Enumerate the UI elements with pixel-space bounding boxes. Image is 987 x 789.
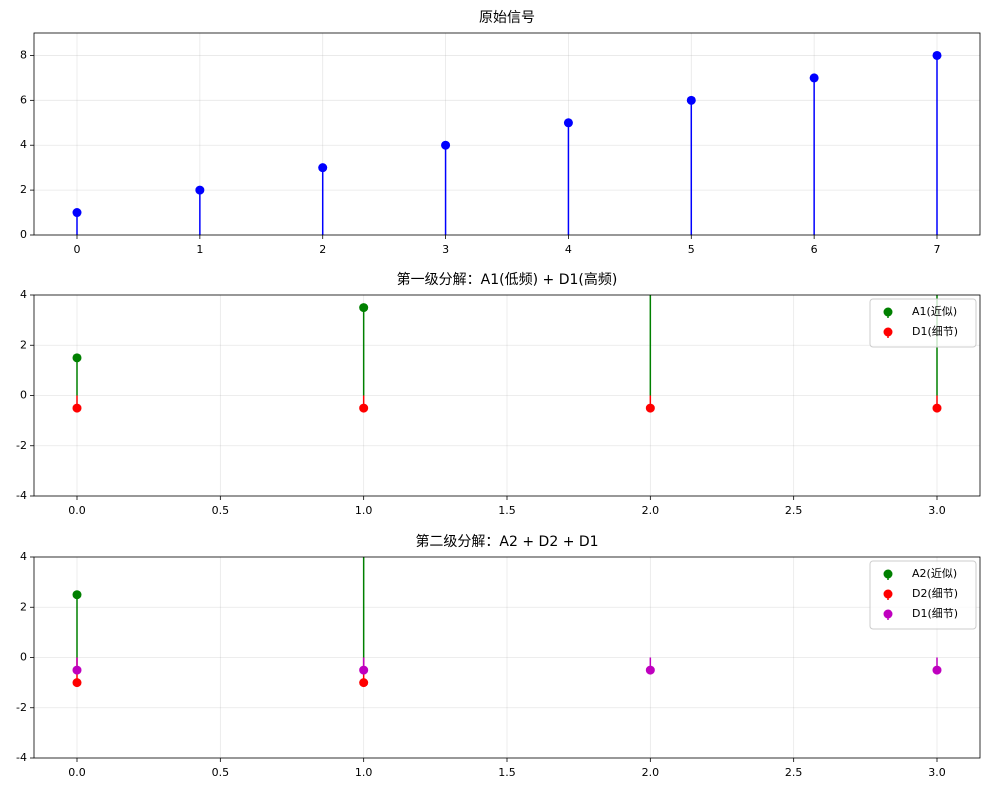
x-tick-label: 6 (811, 243, 818, 256)
x-tick-label: 0.5 (212, 766, 230, 779)
stem-marker (72, 678, 82, 688)
subplot: 原始信号 0 1 2 3 4 5 6 7 0 2 4 6 8 (20, 10, 981, 256)
subplot: 第一级分解：A1(低频) + D1(高频) 0.0 0.5 1.0 1.5 2.0 2.5 3… (16, 253, 981, 517)
axes-frame (33, 294, 981, 497)
y-tick-label: -2 (16, 701, 27, 714)
y-tick-label: 8 (20, 48, 27, 61)
stem-marker (72, 208, 82, 218)
stem-marker (686, 95, 696, 105)
stem-marker (72, 353, 82, 363)
legend-label: D1(细节) (912, 607, 958, 620)
legend-label: D1(细节) (912, 325, 958, 338)
x-tick-label: 4 (565, 243, 572, 256)
legend-marker (883, 327, 893, 337)
axes-frame (33, 32, 981, 236)
stem-marker (441, 140, 451, 150)
y-tick-label: 6 (20, 93, 27, 106)
stem-marker (359, 303, 369, 313)
stem-marker (359, 678, 369, 688)
x-tick-label: 2.5 (785, 766, 803, 779)
stem-marker (932, 665, 942, 675)
x-tick-label: 7 (934, 243, 941, 256)
x-tick-label: 0.0 (68, 504, 86, 517)
x-tick-label: 2.5 (785, 504, 803, 517)
legend-box (869, 298, 977, 348)
y-tick-label: -4 (16, 751, 27, 764)
x-tick-label: 1.5 (498, 504, 516, 517)
plot-area (72, 50, 942, 235)
x-tick-label: 1.0 (355, 766, 373, 779)
legend-label: A2(近似) (912, 567, 957, 580)
stem-marker (645, 403, 655, 413)
stem-marker (809, 73, 819, 83)
x-tick-label: 3 (442, 243, 449, 256)
y-tick-label: -4 (16, 489, 27, 502)
legend-label: D2(细节) (912, 587, 958, 600)
stem-marker (645, 665, 655, 675)
x-tick-label: 2 (319, 243, 326, 256)
legend-label: A1(近似) (912, 305, 957, 318)
y-tick-label: 2 (20, 600, 27, 613)
y-tick-label: 4 (20, 288, 27, 301)
legend: A2(近似) D2(细节) D1(细节) (869, 560, 977, 630)
plot-area (72, 557, 942, 688)
legend-marker (883, 569, 893, 579)
subplot-title: 原始信号 (479, 10, 535, 26)
x-tick-label: 2.0 (642, 766, 660, 779)
stem-marker (72, 590, 82, 600)
x-tick-label: 3.0 (928, 504, 946, 517)
y-tick-label: 2 (20, 338, 27, 351)
x-tick-label: 1.0 (355, 504, 373, 517)
y-tick-label: 0 (20, 228, 27, 241)
x-tick-label: 2.0 (642, 504, 660, 517)
legend: A1(近似) D1(细节) (869, 298, 977, 348)
subplot-title: 第一级分解：A1(低频) + D1(高频) (397, 271, 618, 288)
stem-marker (932, 50, 942, 60)
stem-marker (72, 665, 82, 675)
stem-marker (563, 118, 573, 128)
legend-marker (883, 589, 893, 599)
y-tick-label: 0 (20, 389, 27, 402)
x-tick-label: 0.5 (212, 504, 230, 517)
x-tick-label: 0 (74, 243, 81, 256)
x-tick-label: 1.5 (498, 766, 516, 779)
x-tick-label: 1 (196, 243, 203, 256)
subplot-title: 第二级分解：A2 + D2 + D1 (415, 533, 598, 550)
stem-marker (195, 185, 205, 195)
legend-marker (883, 609, 893, 619)
stem-marker (359, 665, 369, 675)
stem-marker (932, 403, 942, 413)
y-tick-label: 4 (20, 138, 27, 151)
stem-marker (646, 253, 655, 262)
x-tick-label: 0.0 (68, 766, 86, 779)
axes-frame (33, 556, 981, 759)
x-tick-label: 3.0 (928, 766, 946, 779)
legend-marker (883, 307, 893, 317)
subplot: 第二级分解：A2 + D2 + D1 0.0 0.5 1.0 1.5 2.0 2.5 3.0 -… (16, 533, 981, 779)
y-tick-label: 2 (20, 183, 27, 196)
legend-box (869, 560, 977, 630)
y-tick-label: -2 (16, 439, 27, 452)
stem-marker (318, 163, 328, 173)
y-tick-label: 4 (20, 550, 27, 563)
stem-marker (72, 403, 82, 413)
y-tick-label: 0 (20, 651, 27, 664)
x-tick-label: 5 (688, 243, 695, 256)
stem-marker (359, 403, 369, 413)
